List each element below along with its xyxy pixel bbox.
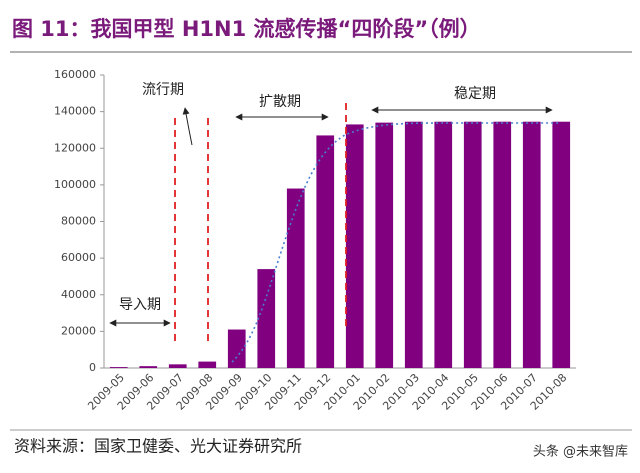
y-tick-label: 160000: [54, 68, 96, 81]
bar: [139, 366, 158, 368]
bar: [286, 188, 305, 368]
source: 资料来源：国家卫健委、光大证券研究所: [14, 437, 302, 456]
plot: 0 20000 40000 60000 80000 100000 120000 140000 1…: [54, 68, 576, 413]
y-tick-label: 140000: [54, 105, 96, 118]
bar: [463, 121, 482, 369]
bar: [345, 124, 364, 368]
bar: [257, 269, 276, 368]
annotation: 稳定期: [454, 86, 496, 102]
y-tick-label: 40000: [61, 288, 96, 301]
bar: [404, 121, 423, 369]
phase-arrow: [182, 107, 193, 146]
annotation: 扩散期: [259, 94, 301, 110]
bar: [493, 121, 512, 369]
bar: [109, 367, 128, 368]
bar: [552, 121, 571, 369]
bar: [168, 364, 187, 368]
bar: [375, 122, 394, 368]
chart-title: 图 11：我国甲型 H1N1 流感传播“四阶段”（例）: [12, 17, 481, 41]
watermark: 头条 @未来智库: [533, 444, 628, 460]
annotation: 流行期: [142, 82, 184, 98]
y-tick-label: 20000: [61, 324, 96, 337]
bar: [198, 361, 217, 368]
bar: [434, 121, 453, 369]
y-tick-label: 80000: [61, 215, 96, 228]
bar: [316, 135, 335, 368]
bar: [227, 329, 246, 368]
y-tick-label: 0: [89, 361, 96, 374]
y-tick-label: 60000: [61, 251, 96, 264]
y-tick-label: 120000: [54, 141, 96, 154]
bar: [522, 121, 541, 369]
annotation: 导入期: [119, 297, 161, 313]
y-tick-label: 100000: [54, 178, 96, 191]
